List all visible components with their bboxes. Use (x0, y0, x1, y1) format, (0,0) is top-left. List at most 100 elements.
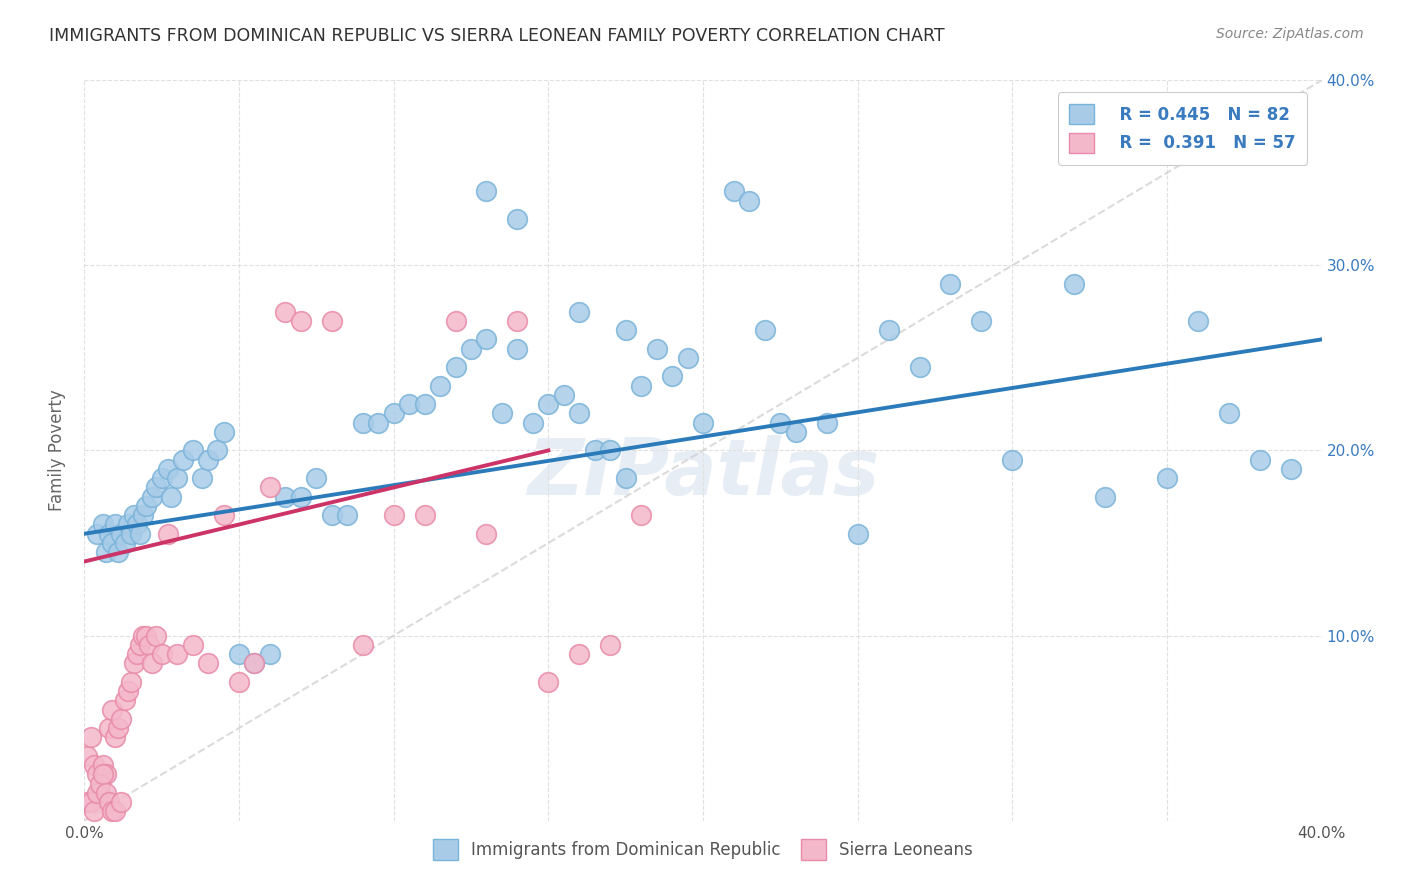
Point (94, 545, 117, 559)
Point (274, 490, 297, 504)
Point (104, 805, 127, 819)
Legend: Immigrants from Dominican Republic, Sierra Leoneans: Immigrants from Dominican Republic, Sier… (425, 830, 981, 868)
Point (1279, 462, 1302, 476)
Point (101, 536, 124, 550)
Point (122, 657, 145, 671)
Point (970, 314, 993, 328)
Point (132, 508, 155, 523)
Point (939, 277, 962, 291)
Point (207, 443, 229, 458)
Point (568, 407, 591, 421)
Point (274, 304, 297, 318)
Point (104, 731, 127, 745)
Point (475, 332, 498, 346)
Point (352, 638, 374, 652)
Point (692, 416, 714, 430)
Point (630, 508, 652, 523)
Point (98, 795, 121, 809)
Point (79, 731, 101, 745)
Point (382, 407, 405, 421)
Point (145, 628, 167, 642)
Point (166, 647, 188, 661)
Point (228, 647, 250, 661)
Point (212, 425, 235, 439)
Point (76, 748, 98, 763)
Point (76, 795, 98, 809)
Point (243, 657, 266, 671)
Point (243, 657, 266, 671)
Point (117, 684, 139, 698)
Point (413, 397, 436, 411)
Text: Source: ZipAtlas.com: Source: ZipAtlas.com (1216, 27, 1364, 41)
Point (553, 388, 575, 402)
Point (630, 378, 652, 392)
Point (599, 638, 621, 652)
Point (197, 657, 219, 671)
Point (94, 786, 117, 800)
Point (475, 526, 498, 541)
Point (114, 693, 136, 707)
Point (785, 425, 807, 439)
Point (1249, 452, 1271, 467)
Point (150, 471, 173, 485)
Point (1001, 452, 1024, 467)
Point (846, 526, 869, 541)
Point (645, 342, 668, 356)
Point (86, 786, 108, 800)
Point (769, 416, 792, 430)
Point (129, 526, 152, 541)
Point (537, 674, 560, 689)
Point (101, 805, 124, 819)
Point (156, 462, 179, 476)
Point (120, 526, 142, 541)
Point (191, 471, 214, 485)
Point (104, 517, 127, 532)
Point (89, 776, 111, 791)
Point (110, 712, 132, 726)
Point (132, 628, 155, 642)
Point (141, 657, 163, 671)
Point (117, 517, 139, 532)
Point (290, 490, 312, 504)
Point (352, 416, 374, 430)
Point (91, 758, 114, 772)
Point (1094, 490, 1116, 504)
Point (83, 805, 105, 819)
Point (506, 314, 529, 328)
Point (661, 369, 683, 384)
Point (290, 314, 312, 328)
Point (125, 647, 148, 661)
Point (336, 508, 359, 523)
Point (181, 443, 204, 458)
Point (723, 184, 745, 198)
Point (321, 508, 343, 523)
Point (754, 323, 776, 337)
Point (98, 721, 121, 735)
Point (537, 397, 560, 411)
Point (89, 786, 111, 800)
Y-axis label: Family Poverty: Family Poverty (48, 390, 66, 511)
Point (614, 323, 637, 337)
Point (91, 767, 114, 781)
Point (259, 481, 281, 495)
Point (107, 545, 129, 559)
Point (305, 471, 328, 485)
Point (738, 194, 761, 208)
Point (460, 342, 482, 356)
Point (83, 758, 105, 772)
Text: IMMIGRANTS FROM DOMINICAN REPUBLIC VS SIERRA LEONEAN FAMILY POVERTY CORRELATION : IMMIGRANTS FROM DOMINICAN REPUBLIC VS SI… (49, 27, 945, 45)
Point (1218, 407, 1240, 421)
Point (141, 490, 163, 504)
Point (86, 526, 108, 541)
Point (110, 526, 132, 541)
Point (614, 471, 637, 485)
Point (181, 638, 204, 652)
Point (429, 378, 451, 392)
Point (444, 314, 467, 328)
Point (491, 407, 513, 421)
Point (110, 795, 132, 809)
Point (877, 323, 900, 337)
Point (129, 638, 152, 652)
Point (107, 721, 129, 735)
Point (212, 508, 235, 523)
